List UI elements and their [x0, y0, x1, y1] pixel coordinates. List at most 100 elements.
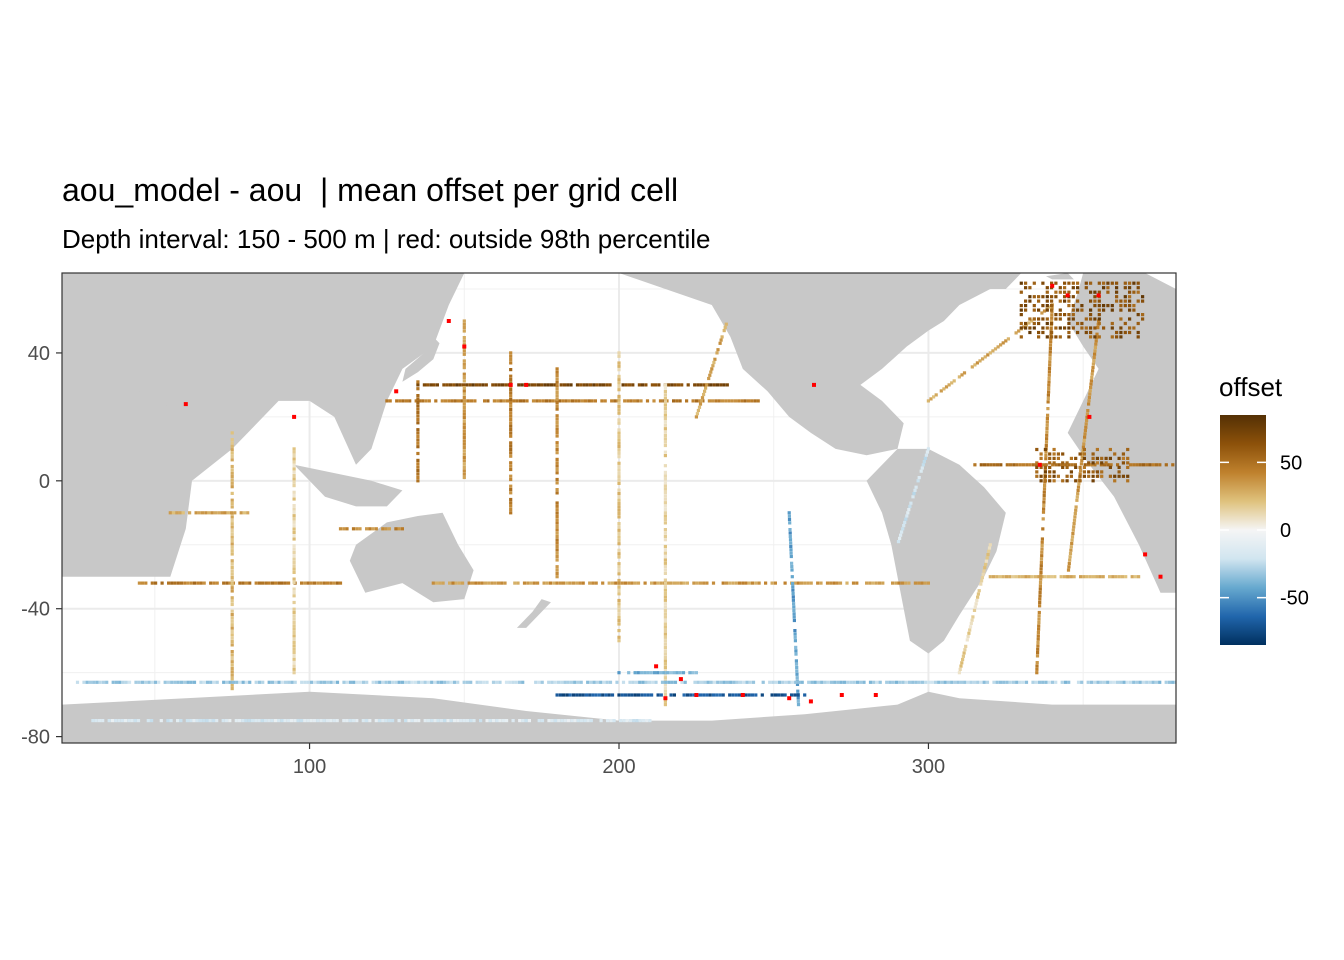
track-cell	[584, 399, 588, 403]
patch-cell	[1084, 317, 1088, 321]
track-cell	[1082, 575, 1086, 579]
track-cell	[470, 581, 474, 585]
track-cell	[230, 613, 234, 617]
track-cell	[1086, 463, 1090, 467]
track-cell	[1094, 339, 1098, 343]
track-cell	[788, 528, 792, 532]
track-cell	[707, 399, 711, 403]
track-cell	[1106, 680, 1110, 684]
track-cell	[721, 581, 725, 585]
track-cell	[230, 485, 234, 489]
track-cell	[724, 399, 728, 403]
track-cell	[533, 383, 537, 387]
track-cell	[577, 399, 581, 403]
track-cell	[663, 598, 667, 602]
track-cell	[361, 719, 365, 723]
track-cell	[230, 468, 234, 472]
track-cell	[555, 407, 559, 411]
track-cell	[819, 581, 823, 585]
track-cell	[426, 383, 430, 387]
track-cell	[560, 719, 564, 723]
track-cell	[1037, 575, 1041, 579]
patch-cell	[1126, 461, 1130, 465]
track-cell	[1049, 340, 1053, 344]
track-cell	[501, 383, 505, 387]
patch-cell	[1132, 308, 1136, 312]
track-cell	[450, 399, 454, 403]
patch-cell	[1054, 326, 1058, 330]
track-cell	[189, 581, 193, 585]
patch-cell	[1097, 299, 1101, 303]
track-cell	[462, 422, 466, 426]
track-cell	[651, 680, 655, 684]
track-cell	[485, 719, 489, 723]
track-cell	[1109, 463, 1113, 467]
track-cell	[573, 719, 577, 723]
track-cell	[610, 399, 614, 403]
track-cell	[1001, 341, 1005, 345]
patch-cell	[1071, 304, 1075, 308]
track-cell	[832, 581, 836, 585]
track-cell	[1035, 661, 1039, 665]
patch-cell	[1032, 326, 1036, 330]
track-cell	[692, 581, 696, 585]
track-cell	[580, 399, 584, 403]
track-cell	[446, 719, 450, 723]
track-cell	[601, 693, 605, 697]
track-cell	[230, 498, 234, 502]
track-cell	[981, 572, 985, 576]
track-cell	[617, 394, 621, 398]
track-cell	[292, 641, 296, 645]
patch-cell	[1061, 452, 1065, 456]
track-cell	[712, 383, 716, 387]
track-cell	[1072, 518, 1077, 522]
track-cell	[555, 444, 559, 448]
track-cell	[571, 399, 575, 403]
patch-cell	[1058, 290, 1062, 294]
track-cell	[1011, 680, 1016, 684]
track-cell	[663, 703, 667, 707]
patch-cell	[1095, 470, 1099, 474]
track-cell	[540, 680, 544, 684]
track-cell	[663, 450, 667, 454]
outlier-cell	[1158, 574, 1163, 579]
track-cell	[553, 719, 558, 723]
track-cell	[750, 399, 754, 403]
track-cell	[1046, 413, 1050, 417]
track-cell	[462, 409, 466, 413]
track-cell	[466, 399, 470, 403]
track-cell	[1069, 548, 1073, 552]
patch-cell	[1117, 456, 1121, 460]
track-cell	[555, 504, 559, 508]
patch-cell	[1128, 290, 1132, 294]
track-cell	[722, 383, 726, 387]
track-cell	[1037, 624, 1041, 628]
track-cell	[292, 470, 296, 474]
track-cell	[101, 680, 106, 684]
track-cell	[632, 399, 637, 403]
track-cell	[509, 491, 513, 495]
track-cell	[982, 569, 986, 573]
track-cell	[469, 680, 473, 684]
patch-cell	[1102, 304, 1106, 308]
track-cell	[1042, 500, 1046, 504]
track-cell	[557, 719, 561, 723]
track-cell	[578, 693, 582, 697]
track-cell	[796, 703, 801, 707]
track-cell	[996, 345, 1000, 349]
track-cell	[225, 581, 229, 585]
track-cell	[617, 465, 621, 469]
track-cell	[926, 581, 930, 585]
track-cell	[617, 448, 621, 452]
track-cell	[462, 680, 466, 684]
patch-cell	[1024, 326, 1028, 330]
track-cell	[800, 680, 804, 684]
track-cell	[509, 467, 513, 472]
track-cell	[1067, 680, 1071, 684]
patch-cell	[1141, 317, 1145, 321]
track-cell	[733, 399, 737, 403]
track-cell	[953, 680, 957, 684]
patch-cell	[1097, 313, 1101, 317]
track-cell	[416, 441, 420, 445]
track-cell	[462, 336, 466, 340]
